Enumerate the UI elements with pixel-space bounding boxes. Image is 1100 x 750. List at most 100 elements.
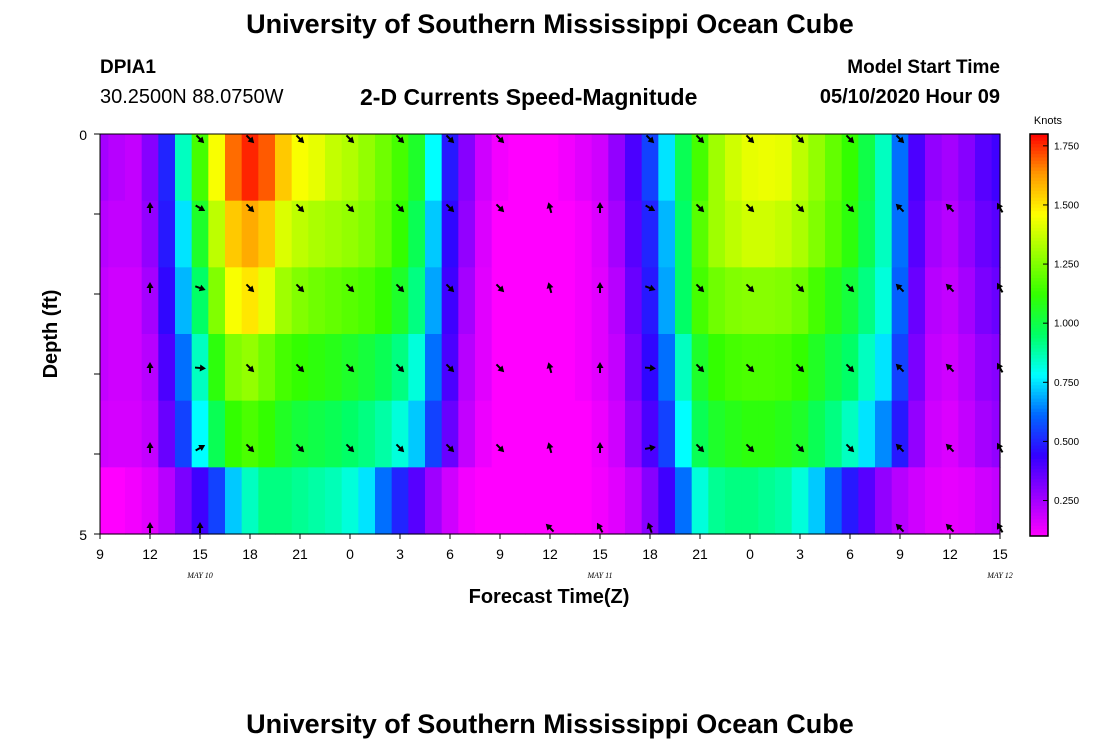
current-arrow [695, 363, 705, 373]
colorbar-swatch [1030, 204, 1048, 209]
current-arrow [745, 283, 755, 293]
arrow-head [897, 136, 905, 144]
heatmap-cell [175, 334, 193, 402]
heatmap-cell [758, 400, 776, 468]
colorbar-swatch [1030, 137, 1048, 142]
heatmap-cell [975, 200, 993, 268]
colorbar-swatch [1030, 214, 1048, 219]
current-arrow [546, 282, 554, 294]
heatmap-cell [741, 467, 759, 535]
heatmap-cell [825, 267, 843, 335]
arrow-head [347, 285, 355, 293]
heatmap-cell [541, 134, 559, 202]
colorbar-swatch [1030, 438, 1048, 443]
heatmap-cell [258, 200, 276, 268]
x-tick-label: 3 [796, 546, 804, 562]
heatmap-cell [858, 334, 876, 402]
heatmap-cell [641, 267, 659, 335]
heatmap-cell [541, 467, 559, 535]
heatmap-cell [441, 267, 459, 335]
y-tick-label: 5 [79, 527, 87, 543]
colorbar-swatch [1030, 358, 1048, 363]
heatmap-cell [658, 267, 676, 335]
arrow-head [247, 445, 255, 453]
heatmap-cell [941, 467, 959, 535]
heatmap-cell [858, 200, 876, 268]
heatmap-cell [208, 134, 226, 202]
arrow-head [196, 522, 204, 528]
current-arrow [546, 202, 554, 214]
heatmap-cell [558, 134, 576, 202]
heatmap-cell [675, 400, 693, 468]
heatmap-cell [591, 200, 609, 268]
heatmap-cell [241, 267, 259, 335]
heatmap-cell [208, 400, 226, 468]
heatmap-cell [841, 200, 859, 268]
heatmap-cell [541, 400, 559, 468]
colorbar-swatch [1030, 482, 1048, 487]
footer-title: University of Southern Mississippi Ocean… [246, 709, 854, 739]
heatmap-cell [808, 134, 826, 202]
heatmap-cell [958, 334, 976, 402]
heatmap-cell [941, 400, 959, 468]
current-arrow [495, 134, 505, 144]
heatmap-cell [491, 200, 509, 268]
heatmap-cell [658, 200, 676, 268]
heatmap-cell [175, 467, 193, 535]
heatmap-cell [708, 334, 726, 402]
heatmap-cell [408, 400, 426, 468]
x-tick-label: 6 [846, 546, 854, 562]
heatmap-cell [141, 267, 159, 335]
arrow-head [546, 362, 554, 369]
heatmap-cell [241, 400, 259, 468]
model-start-time: 05/10/2020 Hour 09 [819, 86, 1000, 108]
colorbar-swatch [1030, 435, 1048, 440]
arrow-head [447, 205, 455, 213]
current-arrow [745, 203, 755, 213]
heatmap-cell [358, 267, 376, 335]
colorbar-swatch [1030, 321, 1048, 326]
colorbar-swatch [1030, 499, 1048, 504]
current-arrow [644, 444, 656, 452]
heatmap-cell [341, 400, 359, 468]
arrow-head [646, 522, 654, 530]
heatmap-cell [108, 467, 126, 535]
colorbar-swatch [1030, 432, 1048, 437]
heatmap-cell [325, 400, 343, 468]
heatmap-cell [808, 200, 826, 268]
arrow-head [596, 442, 604, 448]
arrow-head [146, 202, 154, 208]
colorbar-swatch [1030, 448, 1048, 453]
heatmap-cell [491, 400, 509, 468]
heatmap-cell [758, 134, 776, 202]
heatmap-cell [691, 267, 709, 335]
heatmap-cell [991, 400, 1001, 468]
colorbar-swatch [1030, 519, 1048, 524]
heatmap-cell [508, 134, 526, 202]
heatmap-cell [675, 200, 693, 268]
heatmap-cell [391, 267, 409, 335]
heatmap-cell [991, 267, 1001, 335]
heatmap-cell [575, 334, 593, 402]
arrow-head [297, 285, 305, 293]
heatmap-cell [191, 267, 209, 335]
colorbar-swatch [1030, 144, 1048, 148]
heatmap-cell [291, 267, 309, 335]
heatmap-cell [641, 400, 659, 468]
x-tick-label: 0 [746, 546, 754, 562]
heatmap-cell [100, 334, 109, 402]
current-arrow [345, 134, 355, 144]
heatmap-cell [875, 334, 893, 402]
heatmap-cell [275, 400, 293, 468]
colorbar-tick-label: 0.750 [1054, 378, 1079, 389]
current-arrow [644, 284, 656, 292]
heatmap-cell [675, 134, 693, 202]
heatmap-cell [258, 467, 276, 535]
heatmap-cell [291, 467, 309, 535]
heatmap-cell [758, 334, 776, 402]
heatmap-cell [991, 134, 1001, 202]
heatmap-cell [708, 200, 726, 268]
heatmap-cell [375, 134, 393, 202]
arrow-head [747, 365, 755, 373]
heatmap-cell [108, 267, 126, 335]
